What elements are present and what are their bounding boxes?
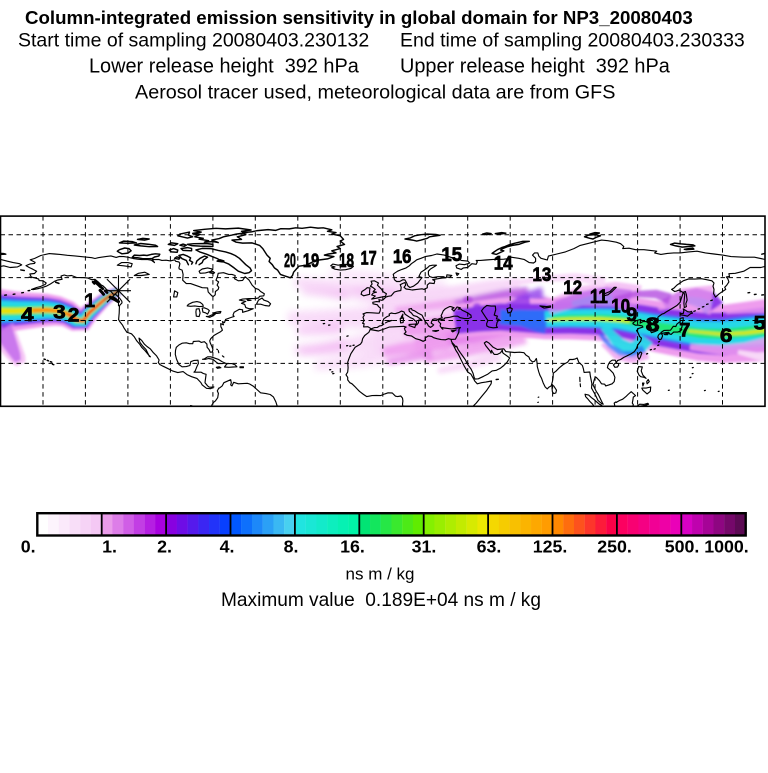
svg-text:14: 14 xyxy=(494,253,513,275)
svg-text:20: 20 xyxy=(284,250,296,272)
svg-text:31.: 31. xyxy=(412,537,437,557)
svg-text:125.: 125. xyxy=(533,537,568,557)
svg-text:6: 6 xyxy=(720,325,733,347)
svg-text:16: 16 xyxy=(393,246,412,268)
svg-text:19: 19 xyxy=(303,250,320,272)
svg-text:17: 17 xyxy=(361,248,377,270)
svg-text:8.: 8. xyxy=(284,537,299,557)
svg-text:500.: 500. xyxy=(665,537,700,557)
svg-text:End time of sampling 20080403.: End time of sampling 20080403.230333 xyxy=(400,30,745,52)
svg-text:16.: 16. xyxy=(340,537,365,557)
svg-text:250.: 250. xyxy=(597,537,632,557)
svg-text:5: 5 xyxy=(754,313,767,335)
svg-text:0.: 0. xyxy=(21,537,36,557)
svg-text:18: 18 xyxy=(339,250,354,272)
svg-text:7: 7 xyxy=(679,320,690,342)
svg-text:3: 3 xyxy=(53,301,66,323)
svg-text:Aerosol tracer used, meteorolo: Aerosol tracer used, meteorological data… xyxy=(135,82,615,104)
svg-text:63.: 63. xyxy=(477,537,502,557)
svg-text:9: 9 xyxy=(626,304,637,326)
svg-text:13: 13 xyxy=(532,264,551,286)
svg-text:8: 8 xyxy=(646,314,660,336)
svg-text:Maximum value 0.189E+04 ns m: Maximum value 0.189E+04 ns m / kg xyxy=(221,590,541,611)
svg-text:11: 11 xyxy=(590,286,608,308)
svg-text:1: 1 xyxy=(85,290,95,312)
svg-text:4.: 4. xyxy=(220,537,235,557)
svg-text:ns m / kg: ns m / kg xyxy=(346,565,415,584)
svg-text:Lower release height 392 hPa: Lower release height 392 hPa xyxy=(89,56,360,78)
svg-text:2: 2 xyxy=(68,304,80,326)
svg-text:2.: 2. xyxy=(157,537,172,557)
svg-text:Column-integrated emission sen: Column-integrated emission sensitivity i… xyxy=(25,7,693,28)
svg-text:15: 15 xyxy=(441,244,462,266)
svg-text:1.: 1. xyxy=(102,537,117,557)
svg-text:10: 10 xyxy=(611,296,630,318)
svg-text:Upper release height 392 hPa: Upper release height 392 hPa xyxy=(400,56,671,78)
svg-text:Start time of sampling 2008040: Start time of sampling 20080403.230132 xyxy=(18,30,369,52)
svg-text:4: 4 xyxy=(21,304,34,326)
svg-text:1000.: 1000. xyxy=(704,537,749,557)
svg-text:12: 12 xyxy=(563,277,582,299)
